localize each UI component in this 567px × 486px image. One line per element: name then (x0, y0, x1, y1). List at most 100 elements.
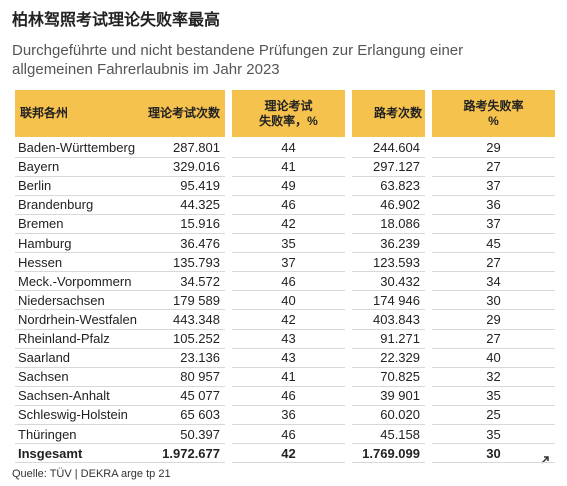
subtitle: Durchgeführte und nicht bestandene Prüfu… (12, 42, 464, 59)
row-rule (15, 366, 225, 368)
row-rule (432, 462, 555, 464)
table-cell: 37 (486, 178, 501, 194)
row-rule (15, 462, 225, 464)
row-rule (432, 194, 555, 196)
table-cell: 15.916 (180, 216, 220, 232)
table-cell: 35 (281, 235, 296, 251)
table-cell: Brandenburg (18, 197, 94, 213)
row-rule (352, 271, 425, 273)
table-cell: 91.271 (380, 331, 420, 346)
table-cell: 36 (486, 197, 501, 213)
table-cell: 22.329 (380, 350, 420, 366)
table-cell: 329.016 (173, 159, 220, 175)
row-rule (432, 175, 555, 177)
row-rule (15, 290, 225, 292)
row-rule (432, 252, 555, 254)
table-cell: 63.823 (380, 178, 420, 194)
row-rule (432, 443, 555, 445)
row-rule (352, 156, 425, 158)
header-cell: 理论考试 (264, 98, 313, 113)
table-cell: 29 (486, 140, 501, 155)
row-rule (15, 213, 225, 215)
row-rule (432, 424, 555, 425)
row-rule (232, 156, 345, 158)
row-rule (232, 462, 345, 464)
table-cell: 43 (281, 331, 296, 346)
table-cell: 46 (281, 388, 296, 404)
table-cell: Schleswig-Holstein (18, 407, 128, 423)
table-cell: 43 (281, 350, 296, 366)
row-rule (232, 290, 345, 292)
table-cell: 70.825 (380, 369, 420, 385)
row-rule (232, 175, 345, 177)
row-rule (352, 252, 425, 254)
table-cell: 42 (281, 311, 296, 327)
table-cell: 36.239 (380, 235, 420, 251)
row-rule (232, 328, 345, 330)
table-cell: Hessen (18, 254, 63, 270)
table-cell: 135.793 (173, 254, 220, 270)
table-cell: 80 957 (180, 369, 220, 385)
table-cell: Bayern (18, 159, 60, 175)
arrow-icon (541, 456, 549, 464)
source: Quelle: TÜV | DEKRA arge tp 21 (12, 468, 171, 480)
table-cell: 174 946 (373, 292, 420, 308)
header-cell: 联邦各州 (20, 106, 69, 120)
table-cell: Meck.-Vorpommern (18, 273, 132, 289)
header-cell: 路考失败率 (463, 98, 524, 113)
table-cell: 44.325 (180, 197, 220, 213)
table-cell: Nordrhein-Westfalen (18, 311, 137, 327)
table-cell: 42 (281, 445, 296, 461)
table-cell: 287.801 (173, 140, 220, 155)
title: 柏林驾照考试理论失败率最高 (12, 12, 221, 29)
table-cell: Sachsen (18, 369, 69, 385)
table-cell: Rheinland-Pfalz (18, 331, 110, 346)
table-cell: 34.572 (180, 273, 220, 289)
table-cell: 403.843 (373, 311, 420, 327)
row-rule (352, 194, 425, 196)
row-rule (232, 309, 345, 311)
row-rule (432, 328, 555, 330)
row-rule (352, 462, 425, 464)
row-rule (15, 385, 225, 387)
row-rule (432, 271, 555, 273)
table-cell: 40 (281, 292, 296, 308)
table-cell: 30 (486, 445, 501, 461)
row-rule (352, 366, 425, 368)
table-cell: 41 (281, 369, 296, 385)
table-cell: 27 (486, 331, 501, 346)
row-rule (432, 385, 555, 387)
table-cell: 35 (486, 388, 501, 404)
row-rule (15, 424, 225, 425)
table-cell: 39 901 (380, 388, 420, 404)
table-cell: 23.136 (180, 350, 220, 366)
row-rule (15, 194, 225, 196)
header-band (15, 90, 225, 137)
table-cell: 45.158 (380, 426, 420, 442)
table-cell: 29 (486, 311, 501, 327)
table-cell: 443.348 (173, 311, 220, 327)
row-rule (232, 443, 345, 445)
row-rule (232, 404, 345, 406)
row-rule (432, 233, 555, 234)
row-rule (15, 156, 225, 158)
row-rule (232, 233, 345, 234)
table-cell: 244.604 (373, 140, 420, 155)
table-cell: 37 (486, 216, 501, 232)
table-cell: 46 (281, 426, 296, 442)
row-rule (232, 385, 345, 387)
table-cell: 35 (486, 426, 501, 442)
header-cell: 路考次数 (373, 106, 422, 120)
row-rule (432, 290, 555, 292)
table-cell: 179 589 (173, 292, 220, 308)
header-band (352, 90, 425, 137)
table-cell: 27 (486, 159, 501, 175)
row-rule (352, 233, 425, 234)
table-cell: 18.086 (380, 216, 420, 232)
row-rule (352, 213, 425, 215)
table-cell: 30 (486, 292, 501, 308)
table-cell: 65 603 (180, 407, 220, 423)
header-band (432, 90, 555, 137)
table-cell: Berlin (18, 178, 52, 194)
table-cell: 46 (281, 197, 296, 213)
